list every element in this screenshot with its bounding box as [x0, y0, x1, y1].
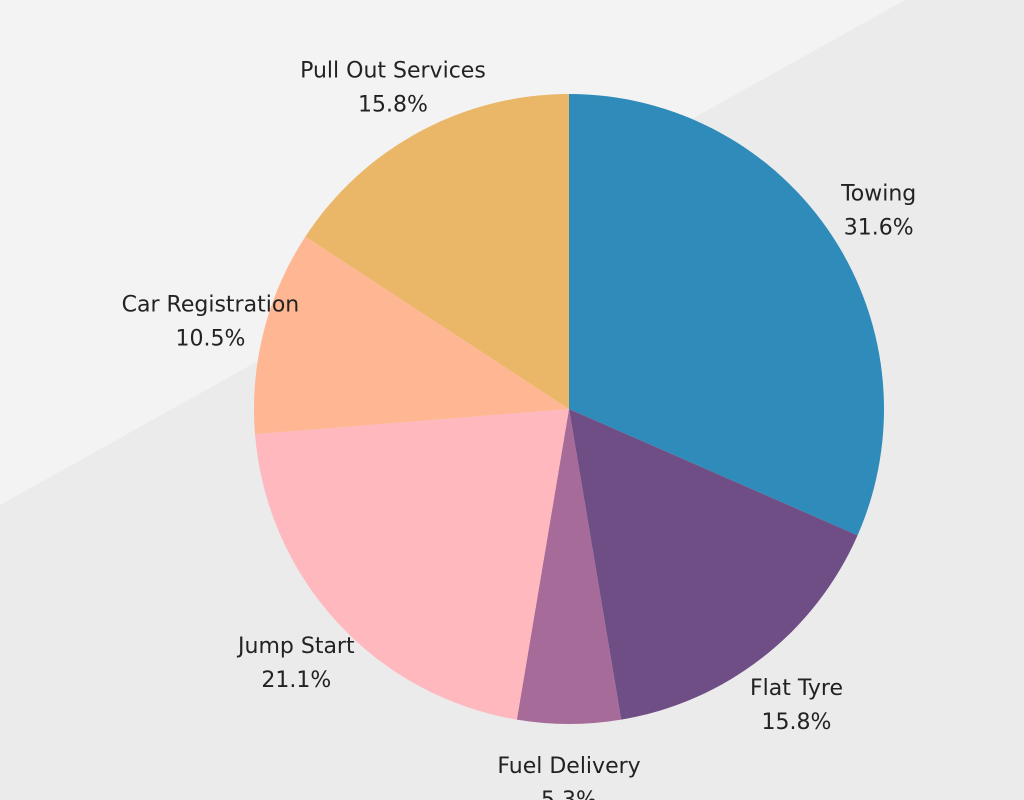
pie-slice-car-registration [254, 236, 569, 435]
slice-label-group: Car Registration 10.5% [122, 293, 300, 352]
slice-category-label: Pull Out Services [300, 59, 486, 84]
slice-percent-label: 31.6% [844, 216, 914, 241]
pie-slice-pull-out-services [305, 94, 569, 409]
slice-percent-label: 21.1% [261, 668, 331, 693]
slice-percent-label: 5.3% [541, 788, 597, 800]
pie-slice-jump-start [255, 409, 569, 720]
slice-category-label: Flat Tyre [750, 676, 843, 701]
slice-percent-label: 15.8% [358, 93, 428, 118]
slice-category-label: Car Registration [122, 293, 300, 318]
slice-labels: Towing 31.6% Flat Tyre 15.8% Fuel Delivery 5.… [122, 59, 917, 800]
pie-slice-towing [569, 94, 885, 536]
slice-percent-label: 10.5% [176, 327, 246, 352]
pie-slice-flat-tyre [569, 409, 858, 720]
slice-label-group: Jump Start 21.1% [236, 634, 355, 693]
slice-label-group: Flat Tyre 15.8% [750, 676, 843, 735]
slice-label-group: Pull Out Services 15.8% [300, 59, 486, 118]
slice-category-label: Towing [840, 182, 916, 207]
pie-slices [254, 94, 885, 724]
slice-category-label: Fuel Delivery [497, 754, 640, 779]
slice-percent-label: 15.8% [762, 710, 832, 735]
slice-label-group: Towing 31.6% [840, 182, 916, 241]
slice-category-label: Jump Start [236, 634, 355, 659]
pie-slice-fuel-delivery [516, 409, 622, 724]
slice-label-group: Fuel Delivery 5.3% [497, 754, 640, 800]
